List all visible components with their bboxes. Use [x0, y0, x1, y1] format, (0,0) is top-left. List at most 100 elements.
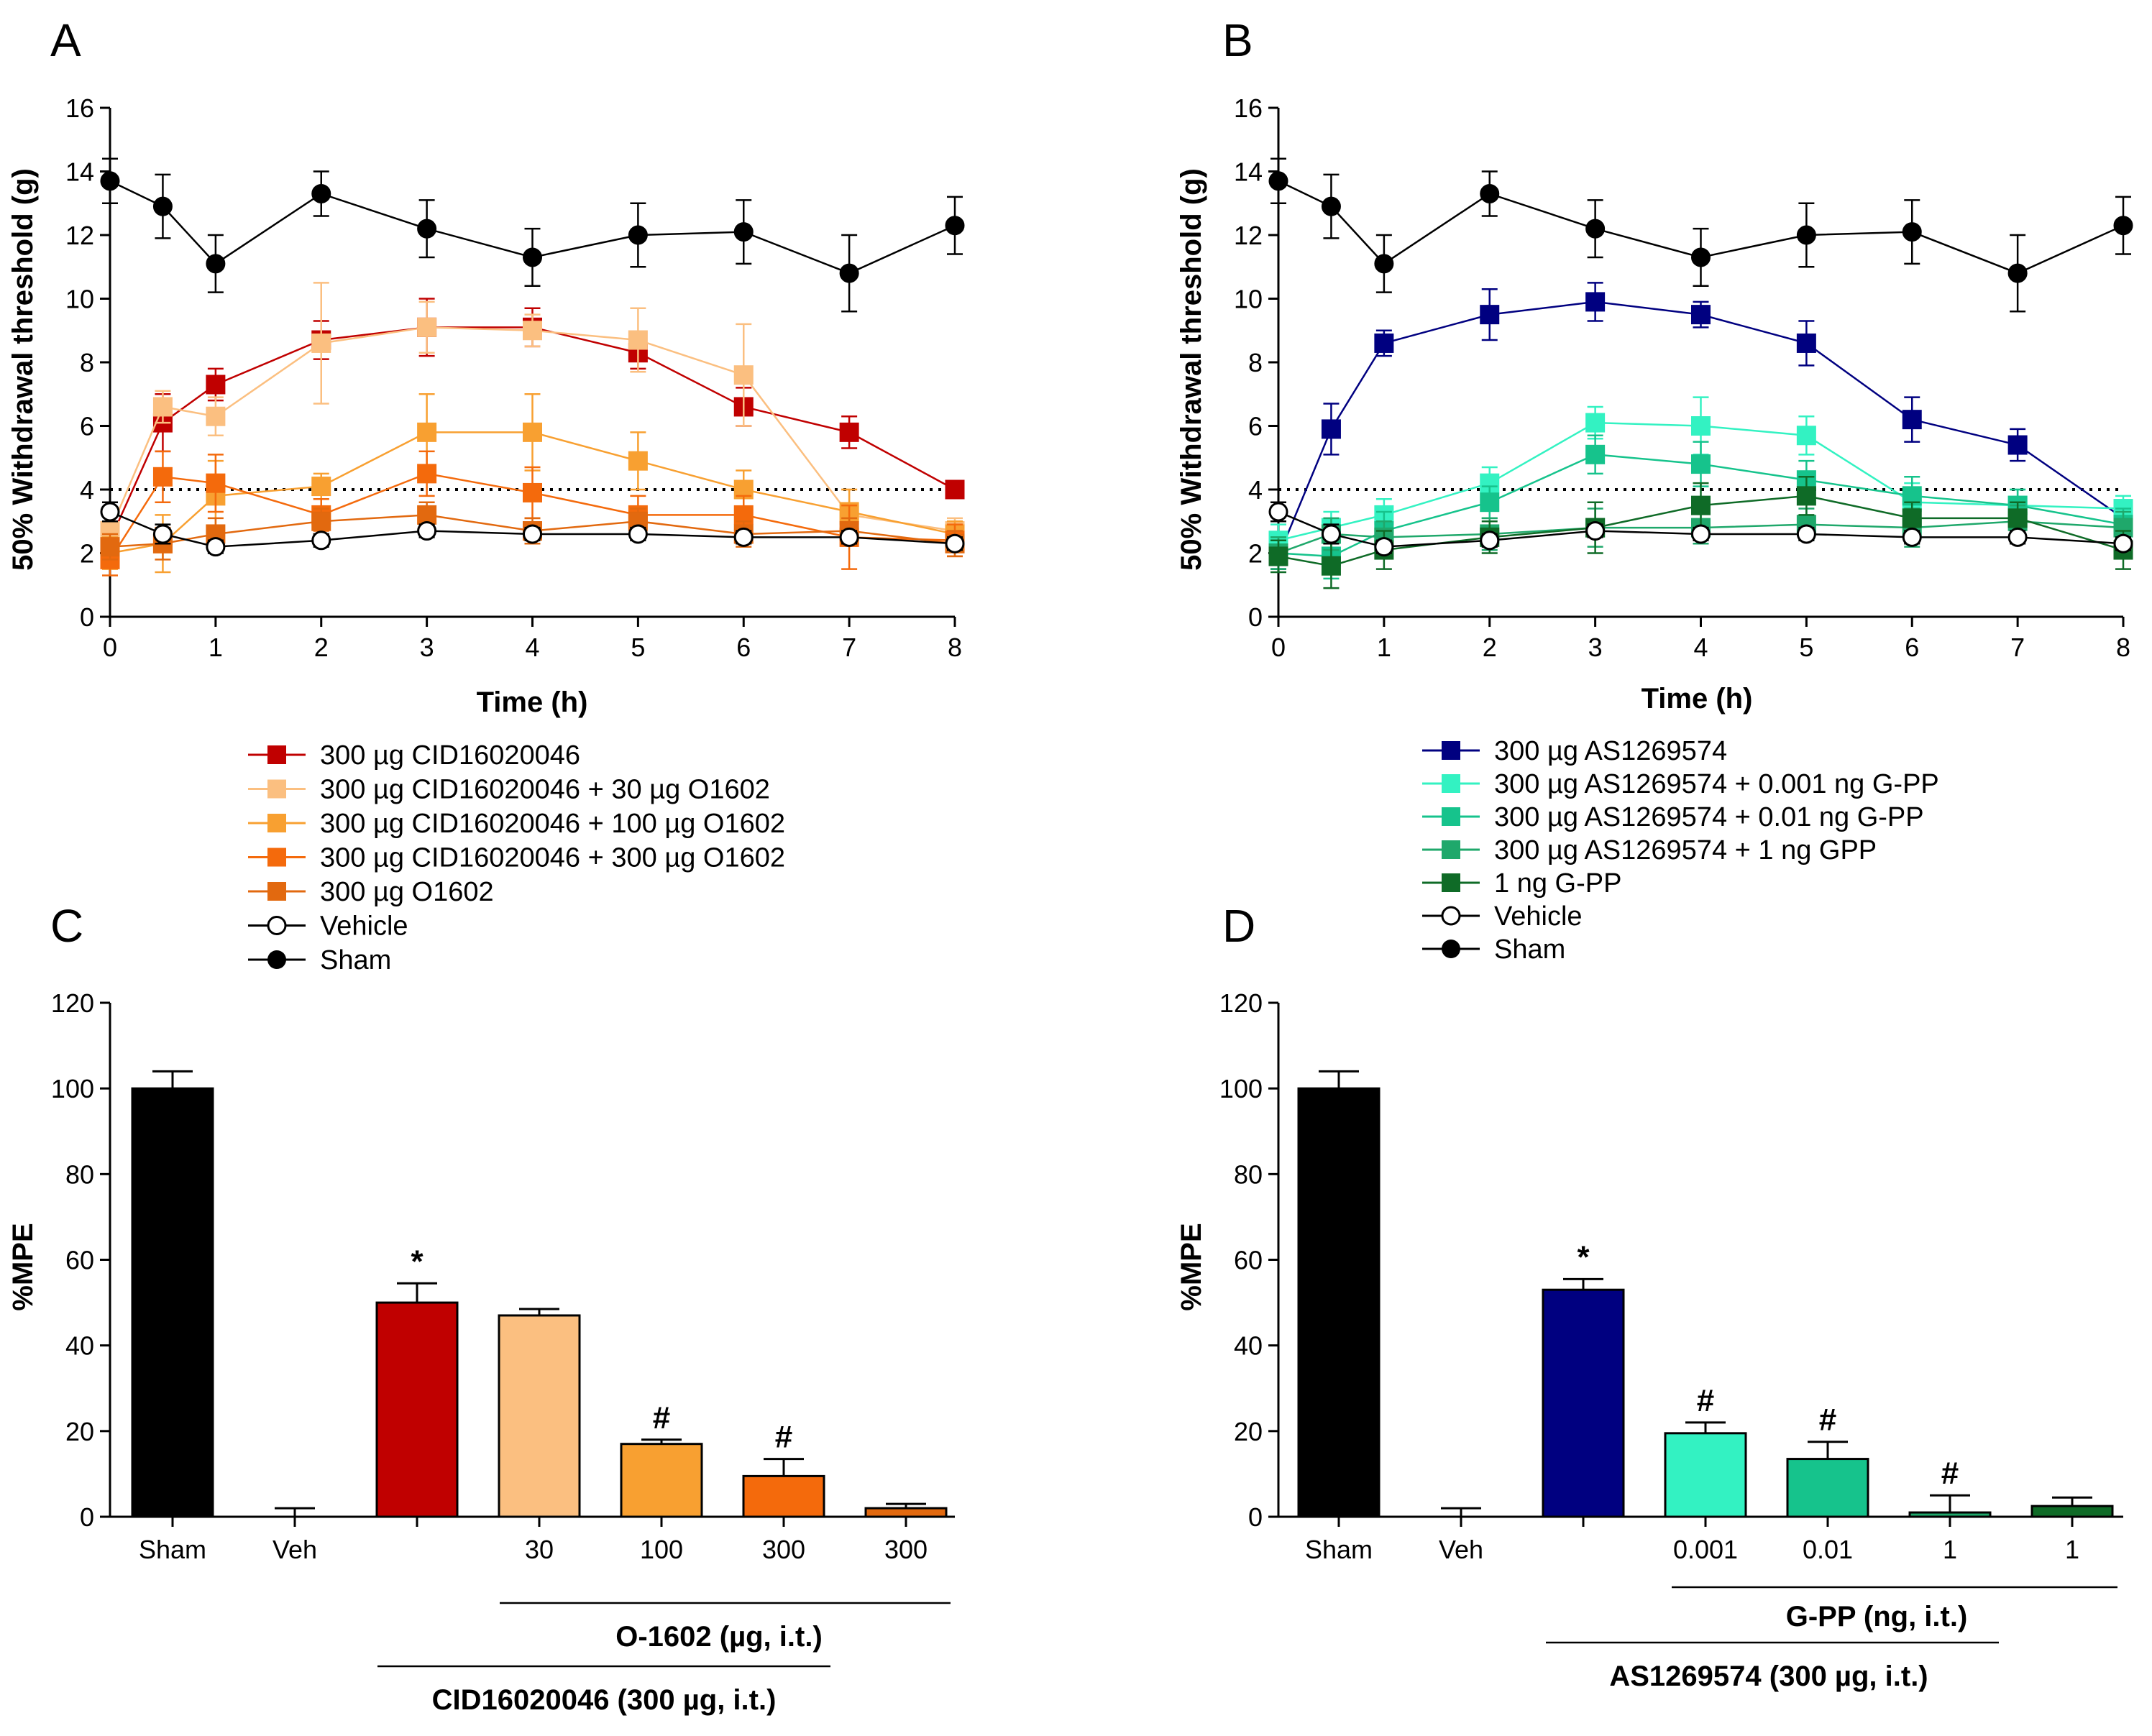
legend-marker-square: [1442, 873, 1460, 892]
significance-marker: #: [1819, 1402, 1836, 1438]
y-tick-label: 120: [1219, 988, 1263, 1018]
data-point-square: [839, 422, 859, 442]
x-tick-label: 6: [1905, 633, 1919, 662]
series-line: [1278, 520, 2124, 554]
data-point-square: [1321, 419, 1341, 439]
series-6: [100, 157, 965, 313]
series-5: [100, 501, 965, 557]
data-point-open-circle: [1585, 521, 1606, 541]
data-point-filled-circle: [839, 263, 859, 283]
y-tick-label: 4: [80, 475, 94, 505]
y-tick-label: 40: [65, 1331, 94, 1361]
series-line: [109, 431, 956, 554]
legend-label: Vehicle: [320, 911, 408, 942]
data-point-square: [1691, 305, 1711, 325]
significance-marker: *: [411, 1244, 423, 1279]
panel-letter-d: D: [1222, 900, 1255, 952]
data-point-square: [1902, 508, 1922, 528]
data-point-square: [628, 451, 648, 471]
panel-d-y-axis-title: %MPE: [1176, 1223, 1207, 1310]
legend-marker-filled-circle: [1442, 940, 1460, 958]
data-point-square: [206, 406, 226, 426]
legend-label: 300 µg AS1269574 + 1 ng GPP: [1494, 835, 1877, 865]
series-line: [1278, 495, 2124, 567]
data-point-square: [206, 473, 226, 493]
data-point-filled-circle: [523, 247, 542, 267]
legend-marker-open-circle: [267, 916, 287, 935]
x-tick-label: 5: [1799, 633, 1813, 662]
x-tick-label: 3: [420, 633, 434, 662]
y-tick-label: 20: [1234, 1417, 1263, 1446]
x-category-label: Sham: [139, 1535, 206, 1564]
panel-d-as-group-label: AS1269574 (300 µg, i.t.): [1609, 1661, 1928, 1692]
data-point-open-circle: [100, 502, 120, 522]
x-category-label: 300: [884, 1535, 928, 1564]
significance-marker: #: [775, 1420, 792, 1455]
bar: [1664, 1432, 1747, 1518]
data-point-square: [417, 464, 437, 484]
bar: [742, 1474, 825, 1518]
data-point-square: [945, 479, 965, 500]
data-point-open-circle: [2007, 527, 2028, 547]
y-tick-label: 16: [65, 93, 94, 123]
legend-item: 1 ng G-PP: [1422, 868, 1621, 899]
legend-label: 300 µg CID16020046 + 100 µg O1602: [320, 809, 785, 839]
y-tick-label: 16: [1234, 93, 1263, 123]
legend-marker-square: [267, 779, 286, 799]
y-tick-label: 0: [80, 1502, 94, 1532]
y-tick-label: 4: [1248, 475, 1263, 505]
y-tick-label: 8: [1248, 348, 1263, 377]
panel-d-gpp-group-label: G-PP (ng, i.t.): [1786, 1601, 1968, 1632]
legend-item: Vehicle: [1422, 901, 1583, 932]
data-point-square: [733, 365, 754, 385]
bar: [1786, 1458, 1869, 1518]
data-point-square: [523, 321, 542, 341]
legend-label: 300 µg CID16020046: [320, 740, 580, 771]
y-tick-label: 20: [65, 1417, 94, 1446]
data-point-square: [1691, 454, 1711, 474]
data-point-open-circle: [523, 524, 542, 544]
data-point-open-circle: [1902, 527, 1922, 547]
data-point-square: [1796, 486, 1816, 506]
x-tick-label: 8: [2116, 633, 2130, 662]
series-line: [109, 326, 956, 541]
data-point-square: [311, 333, 331, 353]
data-point-open-circle: [2113, 533, 2133, 554]
series-line: [1277, 300, 2124, 557]
y-tick-label: 80: [1234, 1159, 1263, 1189]
x-tick-label: 4: [525, 633, 539, 662]
legend-item: 300 µg CID16020046 + 100 µg O1602: [248, 809, 785, 839]
series-line: [109, 514, 956, 548]
significance-marker: #: [1697, 1383, 1714, 1418]
data-point-square: [1691, 495, 1711, 515]
panel-b-y-axis-title: 50% Withdrawal threshold (g): [1176, 168, 1207, 571]
legend-label: 1 ng G-PP: [1494, 868, 1621, 899]
data-point-filled-circle: [152, 196, 173, 216]
y-tick-label: 0: [1248, 1502, 1263, 1532]
data-point-square: [1480, 492, 1500, 513]
bar: [375, 1301, 459, 1518]
data-point-square: [1902, 410, 1922, 430]
y-tick-label: 0: [1248, 602, 1263, 632]
x-category-label: 300: [762, 1535, 805, 1564]
bar: [1297, 1087, 1381, 1518]
legend-label: 300 µg AS1269574: [1494, 736, 1727, 766]
bar: [620, 1443, 703, 1518]
x-tick-label: 6: [736, 633, 751, 662]
x-tick-label: 4: [1693, 633, 1708, 662]
y-tick-label: 8: [80, 348, 94, 377]
data-point-filled-circle: [417, 219, 437, 239]
series-6: [1268, 157, 2133, 313]
bar: [1542, 1288, 1625, 1518]
panel-c-y-axis-title: %MPE: [7, 1223, 39, 1310]
y-tick-label: 10: [1234, 285, 1263, 314]
data-point-square: [1374, 333, 1394, 353]
series-line: [1278, 510, 2124, 548]
panel-d-bar-chart: 0 20 40 60 80 100 120 Sham Veh * 0.001 #0.01 #1 #1: [1219, 988, 2123, 1564]
data-point-open-circle: [839, 527, 859, 547]
panel-letter-c: C: [50, 900, 83, 952]
data-point-square: [523, 422, 542, 442]
